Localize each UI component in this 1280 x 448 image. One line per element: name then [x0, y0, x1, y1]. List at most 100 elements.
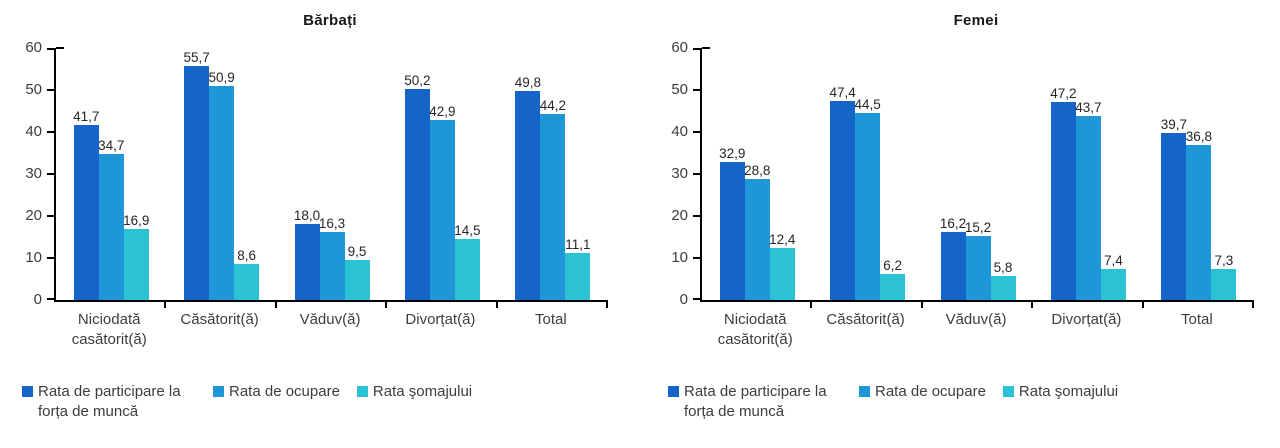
value-label: 16,9	[123, 213, 150, 229]
value-label: 49,8	[514, 74, 541, 90]
y-tick-mark	[47, 215, 54, 217]
y-tick-mark	[693, 131, 700, 133]
bar-participare: 47,2	[1050, 86, 1077, 300]
x-category-label: Divorțat(ă)	[405, 311, 476, 328]
y-tick-mark	[47, 173, 54, 175]
bar-group: 55,7 50,9 8,6	[166, 48, 276, 300]
y-axis-top-cap	[56, 47, 64, 49]
bar-somaj: 11,1	[565, 237, 590, 300]
legend-swatch-icon	[668, 386, 679, 397]
plot-area: 0 10 20 30 40 50 60 32,9 28,8 12,4 47,4 44,5 6,2 16,2…	[671, 39, 1254, 308]
x-tick-mark	[810, 302, 813, 308]
bar-somaj: 8,6	[234, 248, 260, 300]
x-tick-mark	[274, 302, 277, 308]
legend-label: Rata de ocupare	[229, 383, 340, 400]
bar-participare: 41,7	[73, 109, 99, 300]
x-tick-mark	[606, 302, 608, 308]
x-axis-labels: Niciodată casătorit(ă) Căsătorit(ă) Văduv(…	[700, 310, 1252, 349]
bar-participare: 39,7	[1161, 117, 1187, 300]
bar-ocupare: 28,8	[744, 163, 770, 300]
y-tick-label: 30	[671, 165, 688, 182]
legend-swatch-icon	[213, 386, 224, 397]
y-tick-mark	[693, 173, 700, 175]
x-category-label: Văduv(ă)	[945, 311, 1007, 328]
bar-somaj: 16,9	[123, 213, 149, 300]
bar-ocupare: 42,9	[429, 104, 456, 300]
bar-ocupare: 36,8	[1186, 129, 1212, 300]
bar-group: 50,2 42,9 14,5	[387, 48, 497, 300]
value-label: 12,4	[769, 231, 796, 247]
x-category-label: Total	[534, 311, 567, 328]
bar-group: 47,4 44,5 6,2	[812, 48, 922, 300]
value-label: 43,7	[1075, 100, 1102, 116]
bar-participare: 32,9	[719, 146, 745, 300]
y-tick-label: 50	[25, 81, 42, 98]
x-tick-mark	[164, 302, 167, 308]
y-tick-label: 10	[671, 249, 688, 266]
value-label: 8,6	[237, 247, 256, 263]
bar-group: 47,2 43,7 7,4	[1033, 48, 1143, 300]
value-label: 39,7	[1160, 117, 1187, 133]
legend-item-somaj: Rata şomajului	[1002, 382, 1118, 402]
y-tick-label: 50	[671, 81, 688, 98]
value-label: 50,9	[208, 70, 235, 86]
bar-ocupare: 16,3	[319, 216, 345, 300]
chart-panel-barbati: Bărbați 0 10 20 30 40 50 60 41,7 34,7 16,9 55,7 50,9…	[8, 0, 628, 448]
bar-participare: 18,0	[294, 208, 320, 300]
y-tick-label: 30	[25, 165, 42, 182]
y-axis-top-cap	[702, 47, 710, 49]
chart-title: Femei	[953, 12, 999, 29]
legend-item-ocupare: Rata de ocupare	[859, 382, 986, 402]
legend-swatch-icon	[356, 386, 368, 397]
y-tick-mark	[47, 48, 54, 50]
x-category-label: Văduv(ă)	[299, 311, 361, 328]
bar-participare: 16,2	[940, 216, 966, 300]
bar-somaj: 9,5	[344, 244, 370, 300]
bar-group: 39,7 36,8 7,3	[1144, 48, 1254, 300]
x-category-label: Niciodată casătorit(ă)	[71, 311, 147, 348]
x-category-label: Divorțat(ă)	[1051, 311, 1122, 328]
bar-participare: 55,7	[183, 50, 210, 300]
value-label: 41,7	[73, 108, 100, 124]
bar-ocupare: 34,7	[98, 138, 124, 300]
bar-ocupare: 44,2	[540, 98, 566, 300]
bar-group: 49,8 44,2 11,1	[498, 48, 608, 300]
legend-item-somaj: Rata şomajului	[356, 382, 472, 402]
bar-somaj: 7,3	[1211, 253, 1237, 300]
y-tick-label: 60	[25, 39, 42, 56]
value-label: 6,2	[883, 257, 902, 273]
bar-somaj: 5,8	[990, 260, 1016, 300]
bar-ocupare: 15,2	[965, 220, 991, 300]
value-label: 7,4	[1104, 252, 1123, 268]
y-tick-mark	[693, 89, 700, 91]
y-tick-label: 0	[679, 291, 688, 308]
y-tick-mark	[693, 48, 700, 50]
bar-somaj: 6,2	[880, 258, 906, 300]
legend-label: Rata de participare la forța de muncă	[38, 383, 181, 421]
plot-area: 0 10 20 30 40 50 60 41,7 34,7 16,9 55,7 50,9 8,6 18,0…	[25, 39, 608, 308]
bar-participare: 50,2	[404, 73, 431, 300]
y-tick-mark	[693, 215, 700, 217]
y-tick-mark	[47, 298, 54, 300]
value-label: 15,2	[964, 220, 992, 236]
y-tick-label: 60	[671, 39, 688, 56]
y-tick-label: 40	[25, 123, 42, 140]
bar-somaj: 12,4	[769, 232, 795, 300]
value-label: 14,5	[454, 223, 481, 239]
value-label: 9,5	[347, 244, 367, 260]
x-tick-mark	[920, 302, 923, 308]
value-label: 36,8	[1185, 129, 1212, 145]
bar-group: 16,2 15,2 5,8	[923, 48, 1033, 300]
value-label: 5,8	[993, 259, 1013, 275]
x-category-label: Căsătorit(ă)	[180, 311, 259, 328]
legend-swatch-icon	[1002, 386, 1014, 397]
x-axis-labels: Niciodată casătorit(ă) Căsătorit(ă) Văduv(…	[54, 310, 606, 349]
legend: Rata de participare la forța de muncă Rat…	[22, 382, 472, 423]
value-label: 28,8	[744, 163, 771, 179]
bar-participare: 49,8	[515, 75, 541, 300]
x-tick-mark	[495, 302, 498, 308]
chart-title: Bărbați	[303, 12, 357, 29]
y-tick-label: 10	[25, 249, 42, 266]
value-label: 47,2	[1050, 85, 1077, 101]
